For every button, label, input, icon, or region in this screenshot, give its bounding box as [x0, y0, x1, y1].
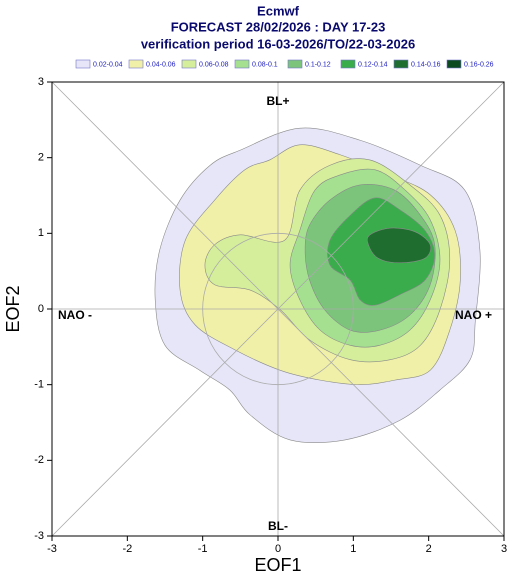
legend-swatch [393, 59, 409, 69]
x-tick-label: 1 [350, 543, 356, 555]
legend-swatch [340, 59, 356, 69]
x-tick-label: -3 [47, 543, 57, 555]
x-axis-label: EOF1 [254, 555, 301, 575]
x-tick-label: 2 [426, 543, 432, 555]
chart-title: Ecmwf [257, 3, 300, 18]
legend-swatch [287, 59, 303, 69]
legend-label: 0.14-0.16 [411, 61, 441, 68]
chart-subtitle: FORECAST 28/02/2026 : DAY 17-23 [171, 19, 386, 34]
legend-swatch [446, 59, 462, 69]
legend-swatch [181, 59, 197, 69]
y-tick-label: -3 [34, 530, 44, 542]
y-tick-label: -1 [34, 379, 44, 391]
legend-label: 0.12-0.14 [358, 61, 388, 68]
y-tick-label: -2 [34, 454, 44, 466]
legend-label: 0.06-0.08 [199, 61, 229, 68]
chart-subtitle: verification period 16-03-2026/TO/22-03-… [141, 36, 415, 51]
y-tick-label: 0 [38, 303, 44, 315]
legend-label: 0.04-0.06 [146, 61, 176, 68]
contour-region [366, 227, 432, 264]
region-label: BL- [268, 519, 288, 533]
legend-swatch [75, 59, 91, 69]
y-axis-label: EOF2 [3, 285, 23, 332]
y-tick-label: 2 [38, 152, 44, 164]
x-tick-label: 0 [275, 543, 281, 555]
x-tick-label: -1 [198, 543, 208, 555]
y-tick-label: 3 [38, 76, 44, 88]
legend-label: 0.08-0.1 [252, 61, 278, 68]
unit-circle [202, 232, 354, 386]
legend-swatch [234, 59, 250, 69]
region-label: BL+ [266, 94, 289, 108]
legend-label: 0.1-0.12 [305, 61, 331, 68]
legend-swatch [128, 59, 144, 69]
region-label: NAO - [58, 308, 92, 322]
x-tick-label: 3 [501, 543, 507, 555]
legend-label: 0.02-0.04 [93, 61, 123, 68]
y-tick-label: 1 [38, 227, 44, 239]
x-tick-label: -2 [122, 543, 132, 555]
legend-label: 0.16-0.26 [464, 61, 494, 68]
region-label: NAO + [455, 308, 492, 322]
